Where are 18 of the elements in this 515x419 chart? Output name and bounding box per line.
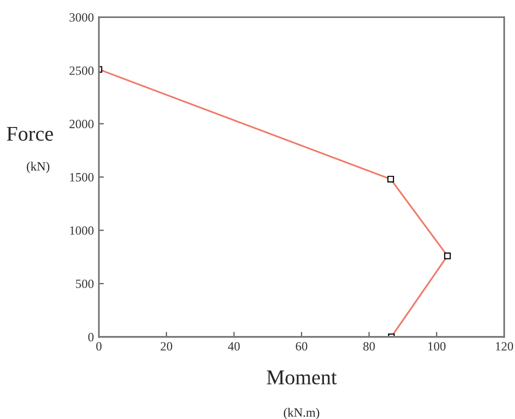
x-tick-label: 40 (228, 342, 240, 351)
text: (kN) (26, 162, 50, 174)
y-tick-label: 2500 (70, 66, 94, 75)
y-tick-label: 1000 (70, 226, 94, 235)
x-tick-label: 20 (160, 342, 172, 351)
x-tick-label: 0 (96, 342, 102, 351)
x-axis-title: Moment (266, 370, 337, 384)
y-tick-label: 500 (76, 280, 94, 288)
y-tick-label: 2000 (70, 120, 94, 128)
y-tick-label: 3000 (70, 13, 94, 22)
y-tick-label: 0 (88, 332, 94, 342)
x-tick-label: 60 (296, 342, 308, 351)
x-tick-label: 80 (363, 342, 375, 351)
y-axis-title: Force (6, 126, 53, 141)
text: (kN.m) (284, 408, 320, 419)
y-tick-label: 1500 (70, 173, 94, 182)
x-tick-label: 100 (428, 342, 446, 351)
x-tick-label: 120 (496, 342, 514, 351)
